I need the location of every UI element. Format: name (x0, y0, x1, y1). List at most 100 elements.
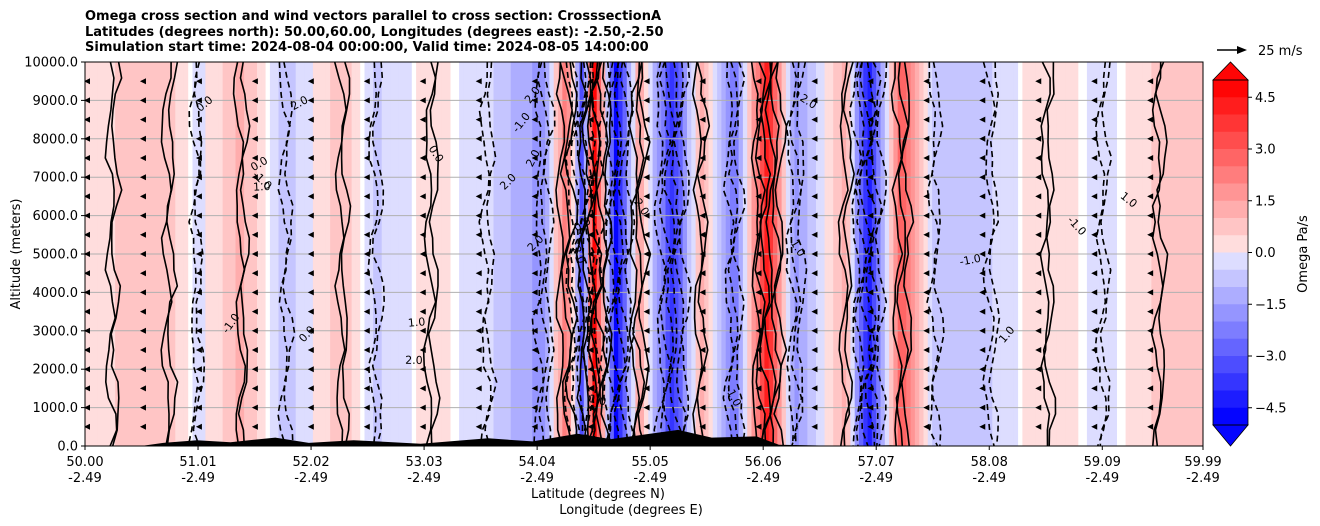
negative-contour-line (536, 62, 551, 446)
wind-vector-arrow (85, 116, 90, 123)
wind-vector-arrow (643, 270, 650, 277)
wind-vector-arrow (85, 135, 90, 142)
wind-vector-arrow (1091, 423, 1098, 430)
colorbar-level (1213, 114, 1248, 133)
wind-vector-arrow (1091, 327, 1098, 334)
positive-contour-line (628, 62, 641, 446)
wind-vector-arrow (363, 135, 370, 142)
negative-contour-line (848, 62, 863, 446)
wind-vector-arrow (251, 78, 258, 85)
y-tick-label: 9000.0 (33, 94, 79, 109)
wind-vector-arrow (923, 135, 930, 142)
wind-vector-arrow (923, 251, 930, 257)
wind-vector-arrow (363, 212, 370, 219)
wind-vector-arrow (1035, 270, 1042, 277)
wind-vector-arrow (755, 135, 762, 142)
y-tick-label: 10000.0 (24, 56, 78, 71)
positive-contour-line (422, 62, 437, 446)
wind-vector-arrow (307, 135, 314, 142)
negative-contour-line (732, 62, 747, 446)
wind-vector-arrow (1091, 251, 1098, 257)
wind-vector-arrow (1147, 308, 1154, 315)
negative-contour-line (788, 62, 803, 446)
wind-vector-arrow (419, 308, 426, 315)
wind-vector-arrow (195, 385, 202, 392)
wind-vector-arrow (979, 135, 986, 142)
colorbar-level (1213, 149, 1248, 167)
wind-vector-arrow (475, 174, 482, 181)
wind-vector-arrow (363, 347, 370, 353)
wind-vector-arrow (195, 347, 202, 353)
colorbar-tick-label: −4.5 (1255, 401, 1287, 416)
wind-vector-arrow (979, 308, 986, 315)
wind-vector-arrow (867, 308, 874, 315)
wind-vector-arrow (587, 423, 594, 430)
positive-contour-line (110, 62, 123, 446)
wind-vector-arrow (1035, 327, 1042, 334)
wind-vector-arrow (139, 174, 146, 181)
wind-vector-arrow (139, 135, 146, 142)
wind-vector-arrow (755, 251, 762, 257)
wind-vector-arrow (867, 97, 874, 104)
wind-vector-arrow (811, 327, 818, 334)
wind-vector-arrow (531, 385, 538, 392)
wind-vector-arrow (195, 404, 202, 411)
wind-vector-arrow (979, 366, 986, 373)
wind-vector-arrow (307, 289, 314, 296)
wind-vector-arrow (139, 97, 146, 104)
wind-vector-arrow (867, 174, 874, 181)
wind-vector-arrow (811, 116, 818, 123)
wind-vector-arrow (307, 366, 314, 373)
negative-contour-line (982, 62, 997, 446)
wind-vector-arrow (531, 174, 538, 181)
negative-contour-line (584, 62, 596, 446)
x-tick-lat-label: 59.99 (1184, 455, 1221, 470)
positive-contour-line (773, 62, 788, 446)
wind-vector-arrow (643, 308, 650, 315)
wind-vector-arrow (475, 423, 482, 430)
wind-vector-arrow (587, 212, 594, 219)
wind-vector-arrow (643, 155, 650, 161)
wind-vector-arrow (475, 116, 482, 123)
wind-vector-arrow (755, 231, 762, 238)
wind-vector-arrow (867, 135, 874, 142)
x-tick-lon-label: -2.49 (520, 471, 554, 486)
wind-vector-arrow (139, 423, 146, 430)
wind-vector-layer (85, 78, 1154, 430)
wind-vector-arrow (699, 116, 706, 123)
wind-vector-arrow (195, 193, 202, 200)
wind-vector-arrow (85, 404, 90, 411)
wind-vector-arrow (195, 174, 202, 181)
wind-vector-arrow (755, 174, 762, 181)
positive-contour-line (340, 62, 352, 446)
negative-contour-line (653, 62, 667, 446)
wind-vector-arrow (85, 97, 90, 104)
colorbar-level (1213, 338, 1248, 357)
wind-vector-arrow (923, 308, 930, 315)
wind-vector-arrow (195, 270, 202, 277)
wind-vector-arrow (85, 308, 90, 315)
chart-title-line-1: Omega cross section and wind vectors par… (85, 9, 662, 24)
positive-contour-line (837, 62, 851, 446)
negative-contour-line (858, 62, 872, 446)
wind-vector-arrow (139, 347, 146, 353)
wind-vector-arrow (531, 404, 538, 411)
wind-vector-arrow (811, 212, 818, 219)
wind-vector-arrow (755, 327, 762, 334)
wind-vector-arrow (251, 251, 258, 257)
wind-vector-arrow (419, 155, 426, 161)
wind-vector-arrow (587, 270, 594, 277)
wind-vector-arrow (363, 193, 370, 200)
negative-contour-line (931, 62, 945, 446)
wind-vector-arrow (699, 231, 706, 238)
x-tick-lon-label: -2.49 (407, 471, 441, 486)
wind-vector-arrow (475, 135, 482, 142)
wind-vector-arrow (643, 327, 650, 334)
colorbar-level (1213, 97, 1248, 115)
wind-vector-arrow (531, 423, 538, 430)
negative-contour-line (603, 62, 616, 446)
wind-vector-arrow (979, 327, 986, 334)
wind-vector-arrow (419, 385, 426, 392)
wind-vector-arrow (923, 347, 930, 353)
wind-vector-arrow (139, 116, 146, 123)
